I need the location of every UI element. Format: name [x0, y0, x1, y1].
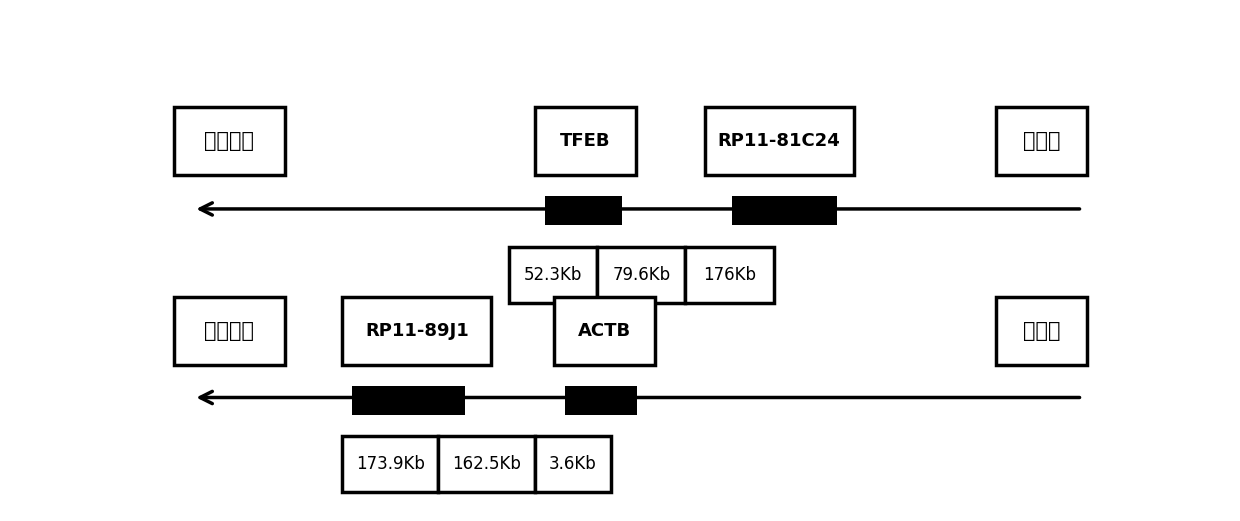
Bar — [508, 247, 596, 303]
Bar — [546, 196, 622, 225]
Bar — [996, 297, 1087, 365]
Bar — [174, 107, 285, 175]
Text: 3.6Kb: 3.6Kb — [549, 455, 596, 473]
Text: RP11-81C24: RP11-81C24 — [718, 132, 841, 150]
Bar — [704, 107, 853, 175]
Bar — [534, 436, 611, 492]
Text: 着丝粒侧: 着丝粒侧 — [205, 131, 254, 151]
Text: RP11-89J1: RP11-89J1 — [365, 322, 469, 340]
Bar — [732, 196, 837, 225]
Text: 79.6Kb: 79.6Kb — [613, 266, 671, 284]
Bar — [174, 297, 285, 365]
Text: 173.9Kb: 173.9Kb — [356, 455, 425, 473]
Bar — [534, 107, 635, 175]
Bar — [996, 107, 1087, 175]
Bar — [342, 436, 439, 492]
Text: ACTB: ACTB — [578, 322, 631, 340]
Text: 52.3Kb: 52.3Kb — [523, 266, 582, 284]
Text: 端粒侧: 端粒侧 — [1023, 321, 1060, 341]
Bar — [596, 247, 686, 303]
Bar — [352, 386, 465, 415]
Bar — [565, 386, 637, 415]
Text: TFEB: TFEB — [559, 132, 610, 150]
Bar — [439, 436, 534, 492]
Text: 176Kb: 176Kb — [703, 266, 756, 284]
Bar — [686, 247, 774, 303]
Text: 着丝粒侧: 着丝粒侧 — [205, 321, 254, 341]
Bar — [342, 297, 491, 365]
Bar — [554, 297, 655, 365]
Text: 162.5Kb: 162.5Kb — [453, 455, 521, 473]
Text: 端粒侧: 端粒侧 — [1023, 131, 1060, 151]
